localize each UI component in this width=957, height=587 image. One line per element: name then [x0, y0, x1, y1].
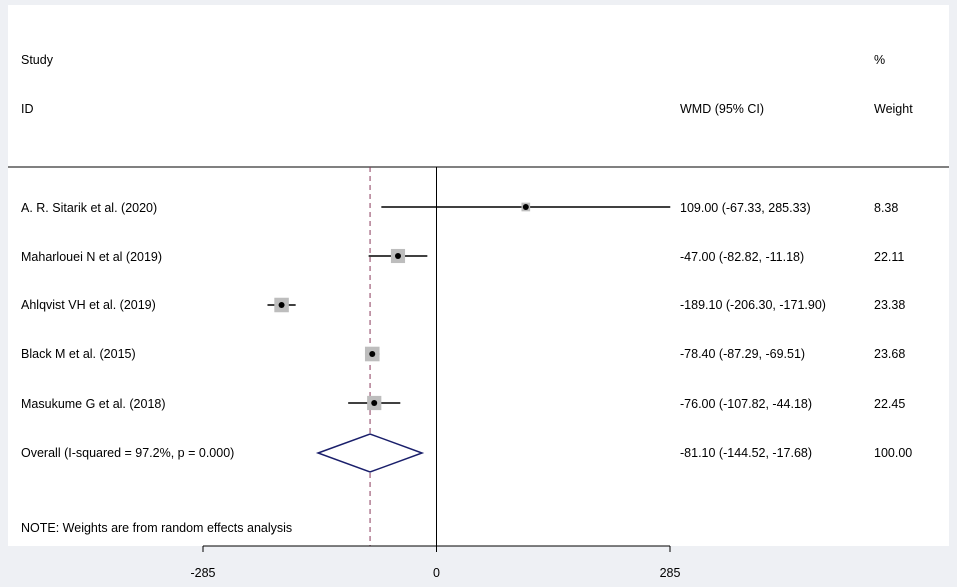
- study-weight-text: 23.68: [874, 347, 905, 361]
- study-row: Ahlqvist VH et al. (2019) -189.10 (-206.…: [21, 298, 905, 312]
- header-weight-label: Weight: [874, 102, 913, 116]
- study-label: A. R. Sitarik et al. (2020): [21, 201, 157, 215]
- point-estimate: [369, 351, 376, 357]
- overall-diamond: [315, 433, 425, 473]
- x-tick-label: 0: [433, 566, 440, 580]
- study-weight-text: 22.11: [874, 250, 904, 264]
- overall-weight-text: 100.00: [874, 446, 912, 460]
- weights-note: NOTE: Weights are from random effects an…: [21, 521, 292, 535]
- overall-label: Overall (I-squared = 97.2%, p = 0.000): [21, 446, 234, 460]
- header-percent-label: %: [874, 53, 885, 67]
- header-study-label: Study: [21, 53, 54, 67]
- study-ci-text: -76.00 (-107.82, -44.18): [680, 397, 812, 411]
- study-label: Black M et al. (2015): [21, 347, 136, 361]
- point-estimate: [394, 253, 401, 259]
- overall-ci-text: -81.10 (-144.52, -17.68): [680, 446, 812, 460]
- study-ci-text: 109.00 (-67.33, 285.33): [680, 201, 811, 215]
- study-ci-text: -47.00 (-82.82, -11.18): [680, 250, 804, 264]
- header-id-label: ID: [21, 102, 34, 116]
- study-label: Masukume G et al. (2018): [21, 397, 166, 411]
- study-row: A. R. Sitarik et al. (2020) 109.00 (-67.…: [21, 201, 898, 215]
- study-ci-text: -189.10 (-206.30, -171.90): [680, 298, 826, 312]
- point-estimate: [278, 302, 285, 308]
- study-row: Black M et al. (2015) -78.40 (-87.29, -6…: [21, 347, 905, 361]
- study-ci-text: -78.40 (-87.29, -69.51): [680, 347, 805, 361]
- x-axis-ticks: -285 0 285: [190, 546, 680, 580]
- plot-marks: [267, 202, 671, 473]
- plot-panel: [8, 5, 949, 546]
- study-row: Masukume G et al. (2018) -76.00 (-107.82…: [21, 397, 905, 411]
- study-weight-text: 22.45: [874, 397, 905, 411]
- point-estimate: [371, 400, 378, 406]
- study-weight-text: 8.38: [874, 201, 898, 215]
- x-tick-label: -285: [190, 566, 215, 580]
- study-row: Maharlouei N et al (2019) -47.00 (-82.82…: [21, 250, 904, 264]
- study-label: Maharlouei N et al (2019): [21, 250, 162, 264]
- study-weight-text: 23.38: [874, 298, 905, 312]
- x-tick-label: 285: [660, 566, 681, 580]
- point-estimate: [522, 204, 529, 210]
- study-label: Ahlqvist VH et al. (2019): [21, 298, 156, 312]
- header-effect-label: WMD (95% CI): [680, 102, 764, 116]
